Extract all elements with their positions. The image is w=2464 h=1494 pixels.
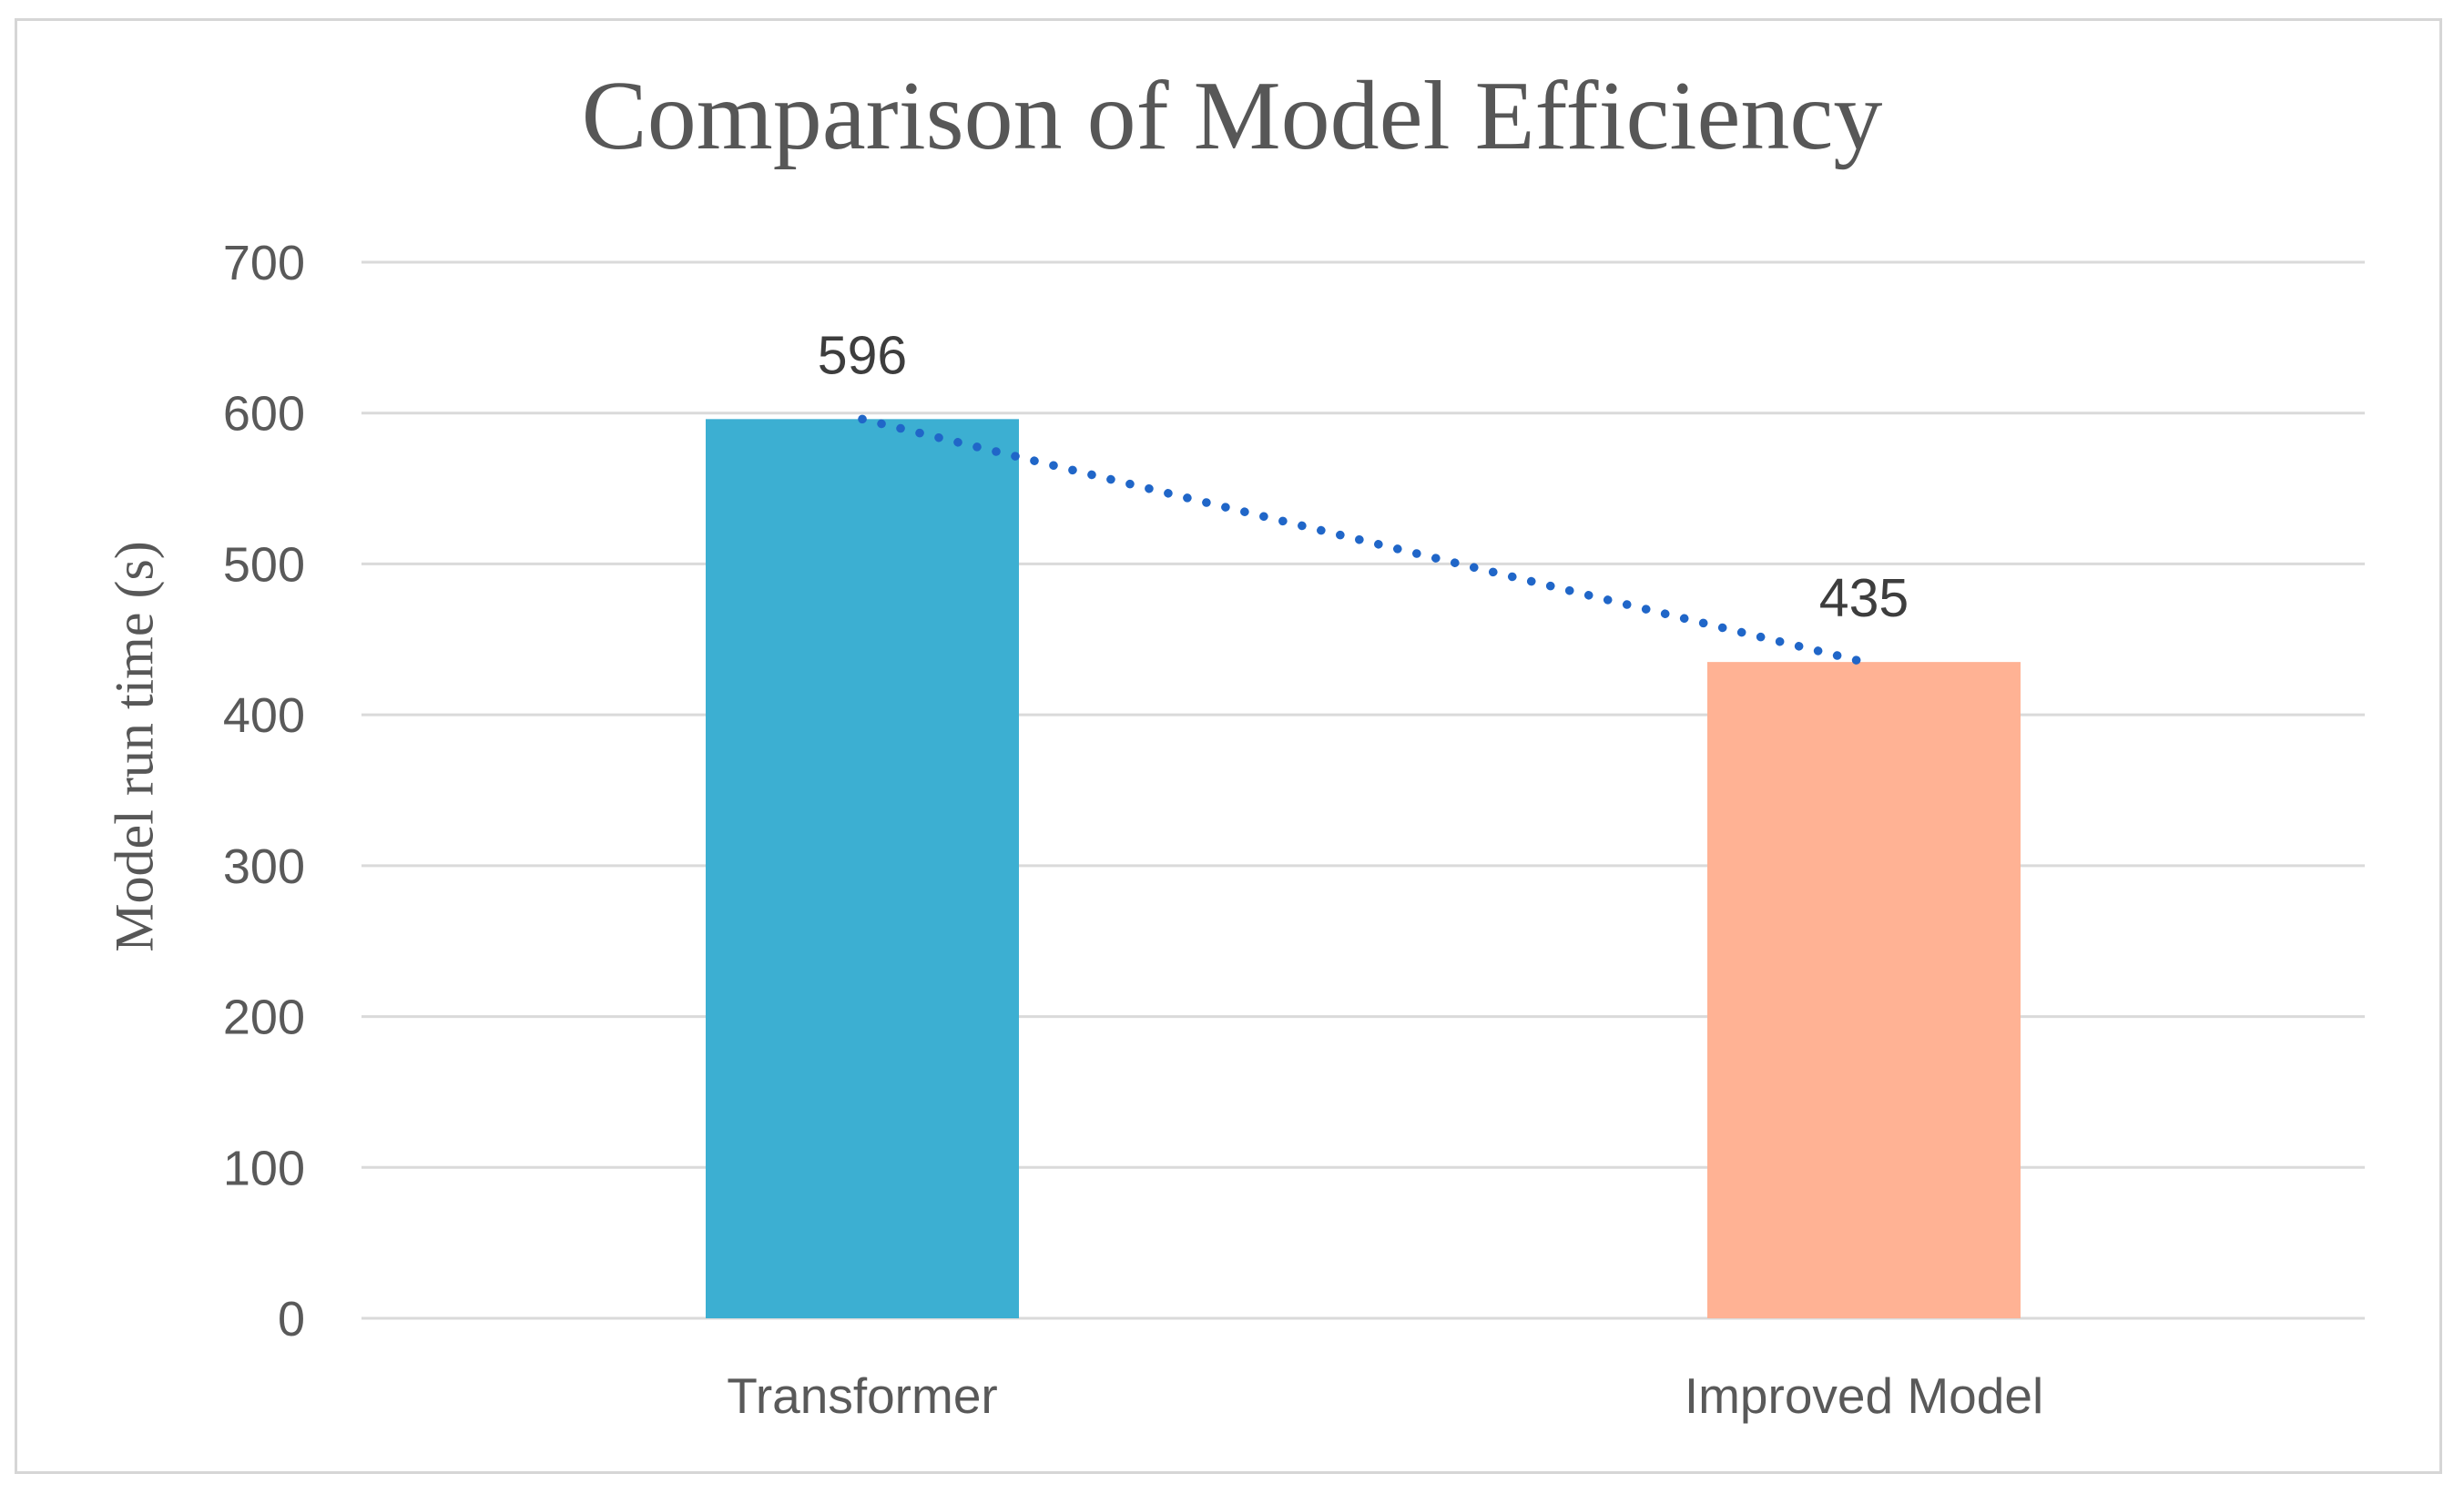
data-label-improved-model: 435	[1819, 568, 1909, 628]
bar-improved-model	[1707, 662, 2021, 1318]
y-tick-label-600: 600	[223, 387, 305, 442]
y-tick-label-100: 100	[223, 1141, 305, 1195]
chart-title: Comparison of Model Efficiency	[581, 62, 1883, 170]
y-tick-label-400: 400	[223, 688, 305, 743]
y-tick-label-300: 300	[223, 839, 305, 894]
trendline-dotted	[858, 414, 1868, 666]
data-label-transformer: 596	[818, 325, 907, 385]
bar-transformer	[706, 419, 1019, 1318]
y-tick-label-500: 500	[223, 537, 305, 592]
y-tick-label-0: 0	[278, 1292, 305, 1347]
x-category-label-improved-model: Improved Model	[1685, 1367, 2043, 1424]
y-tick-label-200: 200	[223, 991, 305, 1045]
y-tick-label-700: 700	[223, 236, 305, 290]
x-category-label-transformer: Transformer	[727, 1367, 997, 1424]
